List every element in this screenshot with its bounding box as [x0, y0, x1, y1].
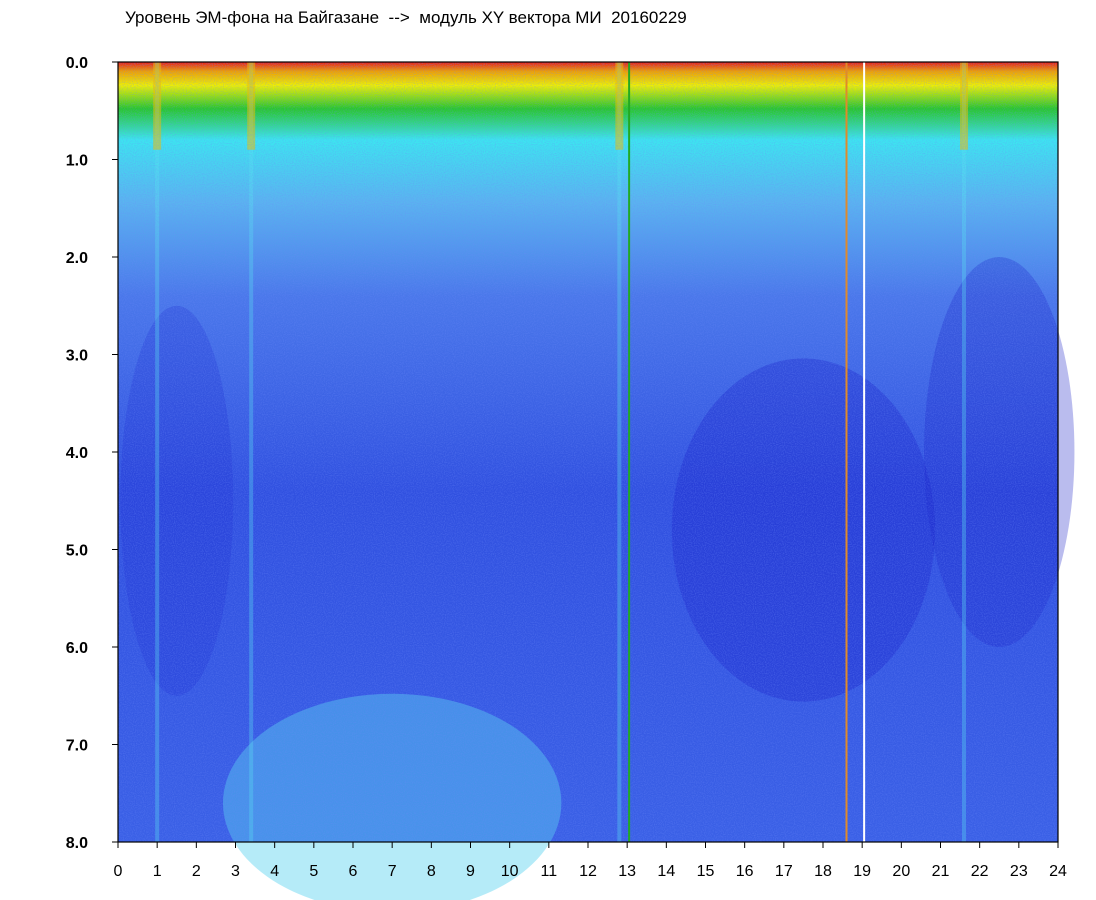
plot-area — [117, 61, 1075, 900]
y-axis: 0.0 1.0 2.0 3.0 4.0 5.0 6.0 7.0 8.0 — [66, 55, 118, 852]
x-tick-label: 24 — [1049, 863, 1067, 880]
x-tick-label: 3 — [231, 863, 240, 880]
y-tick-label: 4.0 — [66, 445, 88, 462]
x-tick-label: 14 — [657, 863, 675, 880]
x-tick-label: 4 — [270, 863, 279, 880]
x-tick-label: 10 — [501, 863, 519, 880]
x-tick-label: 18 — [814, 863, 832, 880]
y-tick-label: 1.0 — [66, 153, 88, 170]
x-tick-label: 5 — [309, 863, 318, 880]
x-tick-label: 12 — [579, 863, 597, 880]
x-tick-label: 21 — [932, 863, 950, 880]
y-tick-label: 5.0 — [66, 543, 88, 560]
y-tick-label: 7.0 — [66, 738, 88, 755]
x-tick-label: 1 — [153, 863, 162, 880]
x-tick-label: 13 — [618, 863, 636, 880]
x-tick-label: 7 — [388, 863, 397, 880]
y-tick-label: 0.0 — [66, 55, 88, 72]
x-tick-label: 20 — [892, 863, 910, 880]
x-tick-label: 23 — [1010, 863, 1028, 880]
chart-title: Уровень ЭМ-фона на Байгазане --> модуль … — [125, 8, 687, 27]
x-tick-label: 19 — [853, 863, 871, 880]
x-tick-label: 17 — [775, 863, 793, 880]
y-tick-label: 2.0 — [66, 250, 88, 267]
x-tick-label: 9 — [466, 863, 475, 880]
x-tick-label: 0 — [114, 863, 123, 880]
x-tick-label: 16 — [736, 863, 754, 880]
x-axis: 0 1 2 3 4 5 6 7 8 9 10 11 12 13 14 15 16 17 18 19 20 21 22 23 24 — [114, 842, 1067, 880]
heatmap-noise — [118, 62, 1058, 842]
x-tick-label: 2 — [192, 863, 201, 880]
y-tick-label: 8.0 — [66, 835, 88, 852]
y-tick-label: 6.0 — [66, 640, 88, 657]
x-tick-label: 22 — [971, 863, 989, 880]
x-tick-label: 15 — [697, 863, 715, 880]
x-tick-label: 11 — [541, 863, 558, 880]
x-tick-label: 6 — [349, 863, 358, 880]
x-tick-label: 8 — [427, 863, 436, 880]
y-tick-label: 3.0 — [66, 348, 88, 365]
